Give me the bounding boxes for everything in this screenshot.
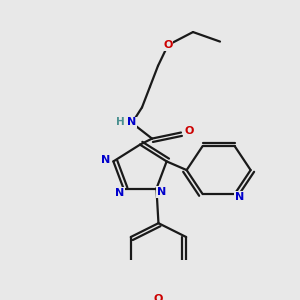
- Text: N: N: [128, 117, 136, 127]
- Text: N: N: [115, 188, 124, 198]
- Text: N: N: [101, 155, 110, 165]
- Text: O: O: [184, 126, 194, 136]
- Text: N: N: [235, 192, 244, 202]
- Text: O: O: [154, 294, 163, 300]
- Text: H: H: [116, 117, 124, 127]
- Text: N: N: [157, 187, 166, 197]
- Text: O: O: [163, 40, 173, 50]
